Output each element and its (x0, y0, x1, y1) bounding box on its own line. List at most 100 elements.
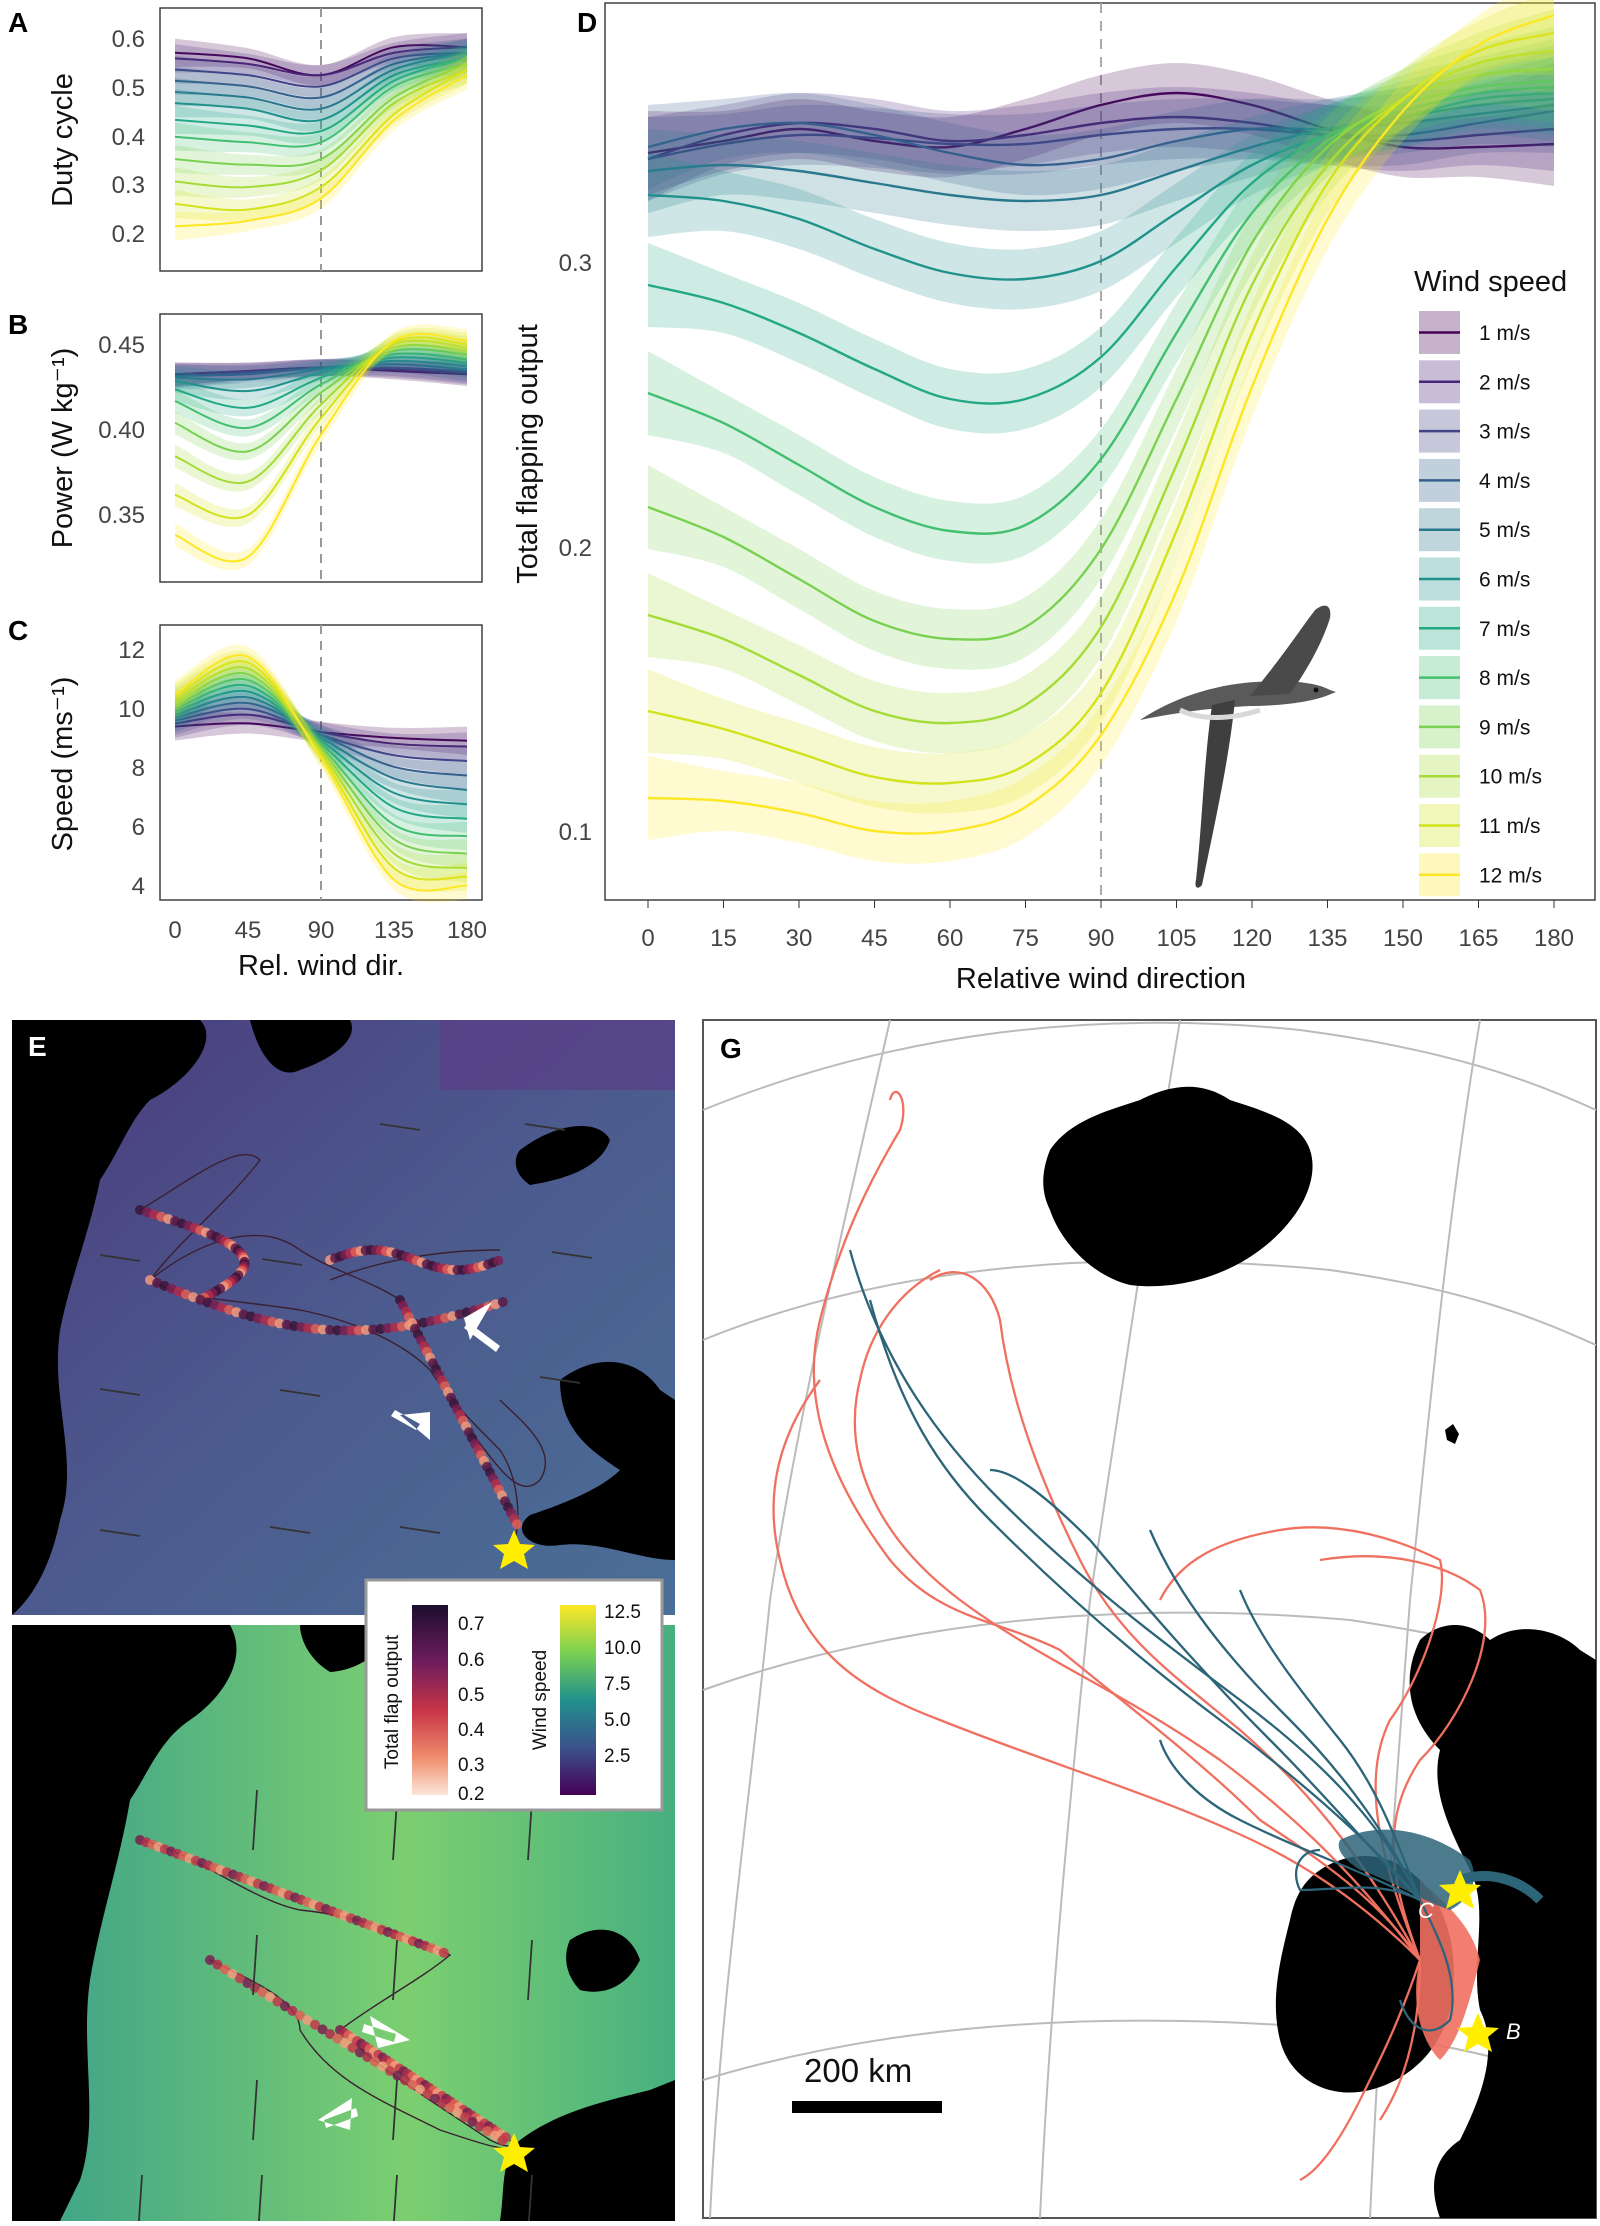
series-band (175, 650, 467, 892)
wind-vector (269, 1526, 311, 1534)
panel-d-ytick: 0.1 (559, 819, 592, 846)
series-band (648, 0, 1554, 864)
track-point (452, 2107, 463, 2118)
panel-c-xtick: 90 (308, 917, 335, 944)
track-point (475, 2121, 485, 2132)
track-point (353, 1325, 364, 1336)
panel-d-xtick: 150 (1383, 925, 1423, 952)
series-band (175, 38, 467, 97)
scale-bar-label: 200 km (804, 2052, 912, 2089)
flap-colorbar-tick: 0.5 (458, 1685, 484, 1706)
panel-d-legend-title: Wind speed (1414, 266, 1567, 298)
panel-letter-a: A (8, 7, 28, 38)
series-band (175, 44, 467, 144)
wind-colorbar-title: Wind speed (530, 1650, 551, 1750)
series-band (648, 57, 1554, 231)
panel-c-ytick: 6 (132, 814, 145, 841)
series-line (647, 103, 1555, 167)
series-band (648, 63, 1554, 195)
series-line (174, 713, 468, 748)
series-line (174, 672, 468, 855)
legend-label: 10 m/s (1479, 766, 1542, 789)
panel-c-xtick: 135 (374, 917, 414, 944)
series-band (648, 39, 1554, 564)
series-band (175, 33, 467, 86)
panel-g-colony-cluster (1338, 1829, 1474, 1910)
series-line (174, 352, 468, 409)
series-band (648, 51, 1554, 310)
track-point (375, 1323, 386, 1334)
series-band (175, 38, 467, 109)
series-band (175, 348, 467, 400)
series-band (648, 27, 1554, 670)
panel-e-map: E (12, 1020, 675, 1615)
wind-vector (399, 1526, 441, 1534)
flap-colorbar-tick: 0.2 (458, 1784, 484, 1805)
panel-c-series (174, 644, 468, 903)
series-band (175, 49, 467, 157)
panel-d-xtick: 15 (710, 925, 737, 952)
panel-g-map: C B 200 km G (702, 1019, 1597, 2219)
panel-c-xtick: 180 (447, 917, 487, 944)
series-line (647, 31, 1555, 785)
series-line (174, 68, 468, 212)
panel-letter-e: E (28, 1031, 47, 1062)
series-band (175, 339, 467, 437)
panel-a-series (174, 33, 468, 241)
track-point (482, 2126, 493, 2137)
site-label-b: B (1506, 2019, 1521, 2044)
series-line (174, 339, 468, 485)
panel-a-ytick: 0.4 (112, 124, 145, 151)
legend-label: 1 m/s (1479, 322, 1530, 345)
panel-c-ytick: 10 (118, 696, 145, 723)
track-point (407, 2079, 418, 2090)
wind-vector (379, 1123, 421, 1131)
series-line (174, 344, 468, 453)
series-line (647, 109, 1555, 161)
track-point (355, 2047, 365, 2058)
panel-b-ytick: 0.45 (98, 332, 145, 359)
great-britain (1409, 1625, 1596, 2218)
track-point (438, 1947, 449, 1958)
series-line (174, 666, 468, 870)
colony-star-b (1457, 2013, 1499, 2052)
track-point (490, 2130, 500, 2141)
panel-f-coast-east (500, 2080, 675, 2221)
panel-e-coast-east (521, 1361, 675, 1560)
series-line (174, 695, 468, 791)
panel-e-island (515, 1126, 610, 1185)
series-line (174, 359, 468, 381)
panel-f-colony-star (493, 2133, 535, 2172)
track-point (422, 2089, 433, 2100)
legend-label: 12 m/s (1479, 864, 1542, 887)
track-point (362, 2052, 373, 2063)
series-line (647, 49, 1555, 725)
track-point (287, 2005, 298, 2016)
panel-f-arrows (318, 2016, 410, 2130)
wind-vector (252, 2079, 258, 2141)
colony-star-c (1439, 1870, 1481, 1909)
track-point (317, 1324, 328, 1335)
series-line (174, 57, 468, 123)
wind-colorbar-tick: 7.5 (604, 1674, 630, 1695)
wind-vector (539, 1376, 581, 1384)
track-point (377, 2061, 388, 2072)
panel-d-series (647, 0, 1555, 864)
panel-letter-d: D (577, 7, 597, 38)
track-point (385, 2066, 395, 2076)
track-point (497, 1297, 508, 1308)
panel-d-xlabel: Relative wind direction (956, 963, 1246, 995)
track-point (205, 1955, 215, 1965)
scale-bar (792, 2101, 942, 2113)
panel-d-xtick: 75 (1012, 925, 1039, 952)
series-band (175, 324, 467, 571)
track-point (370, 2056, 380, 2067)
track-point (497, 2135, 508, 2146)
track-point (467, 2116, 478, 2127)
wind-colorbar-tick: 2.5 (604, 1746, 630, 1767)
track-point (265, 1992, 275, 2002)
series-line (174, 46, 468, 77)
series-band (175, 33, 467, 86)
series-band (648, 87, 1554, 201)
series-line (174, 63, 468, 148)
